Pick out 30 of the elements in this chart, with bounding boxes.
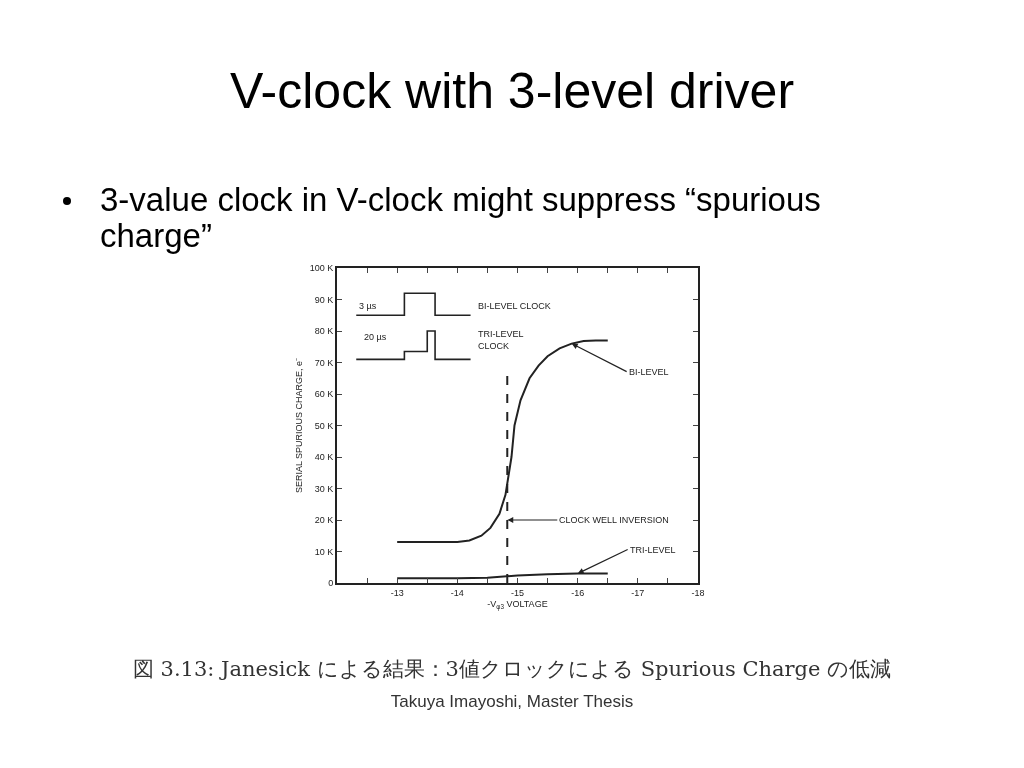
y-tick-label: 40 K <box>314 452 334 463</box>
caption: 図 3.13: Janesick による結果：3値クロックによる Spurious Charge の低減 <box>131 656 893 683</box>
y-tick-label: 30 K <box>314 483 334 494</box>
y-tick-label: 0 <box>328 578 334 589</box>
annotation: CLOCK WELL INVERSION <box>559 515 669 525</box>
x-tick-label: -14 <box>450 587 464 598</box>
annotation: BI-LEVEL <box>629 367 669 377</box>
chart-subtitle: 3-value clock in V-clock might suppress “spurious charge” <box>100 181 821 254</box>
y-axis-title: SERIAL SPURIOUS CHARGE, e⁻ <box>293 357 304 494</box>
x-tick-label: -16 <box>571 587 585 598</box>
y-tick-label: 100 K <box>309 263 334 274</box>
x-tick-label: -15 <box>510 587 525 598</box>
y-tick-label: 50 K <box>314 420 334 431</box>
y-tick-label: 90 K <box>314 294 334 305</box>
annotation: 20 µs <box>364 332 387 342</box>
y-tick-label: 60 K <box>314 389 334 400</box>
annotation: TRI-LEVEL <box>630 545 676 555</box>
annotation: 3 µs <box>359 301 377 311</box>
y-tick-label: 20 K <box>314 515 334 526</box>
annotation: TRI-LEVEL CLOCK <box>478 329 524 351</box>
y-tick-label: 10 K <box>314 546 334 557</box>
y-tick-label: 80 K <box>314 326 334 337</box>
chart-title: V-clock with 3-level driver <box>228 62 796 120</box>
x-tick-label: -18 <box>691 587 705 598</box>
annotation: BI-LEVEL CLOCK <box>478 301 551 311</box>
y-tick-label: 70 K <box>314 357 334 368</box>
x-axis-title: -V$_{φ3}$ VOLTAGE <box>487 599 548 611</box>
text: Takuya Imayoshi, Master Thesis <box>389 692 635 712</box>
x-tick-label: -13 <box>390 587 404 598</box>
x-tick-label: -17 <box>631 587 645 598</box>
